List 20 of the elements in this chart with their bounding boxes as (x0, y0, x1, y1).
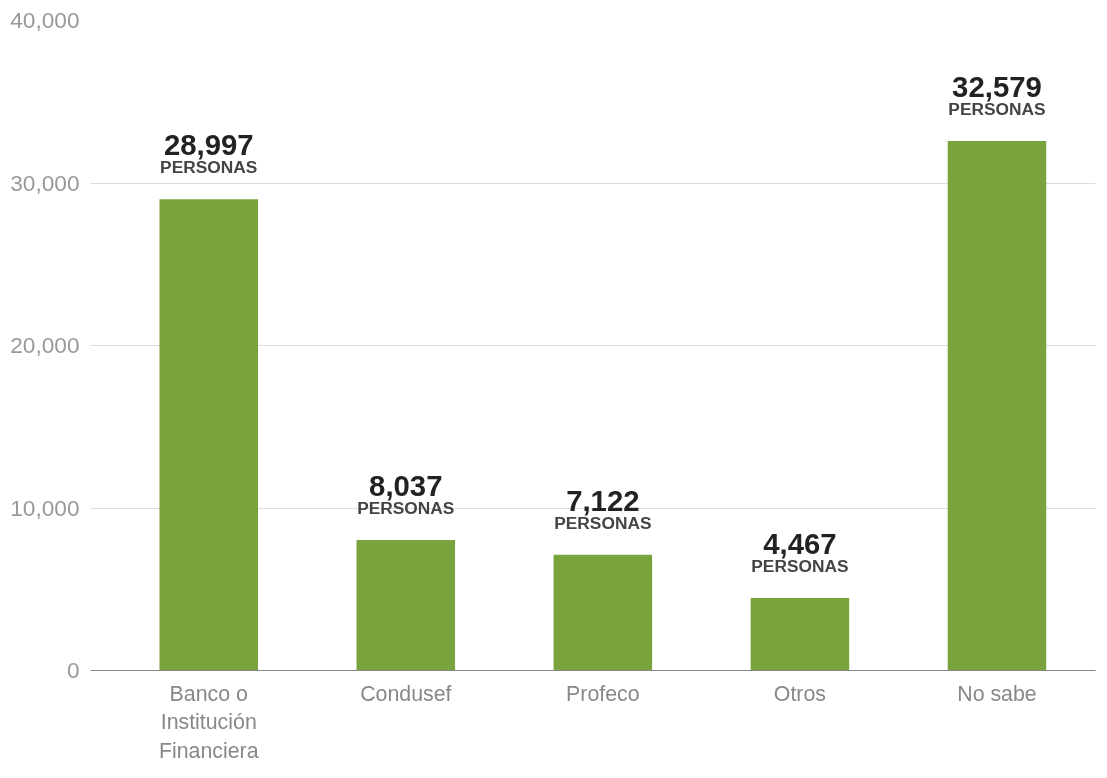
y-tick-label: 10,000 (10, 494, 80, 521)
bar (750, 597, 850, 671)
y-tick-label: 0 (66, 657, 80, 683)
bar (159, 199, 258, 671)
bar (947, 141, 1047, 671)
bar (553, 554, 653, 671)
bar (356, 539, 456, 671)
x-tick-label: Otros (773, 681, 826, 706)
data-label: 7,122 PERSONAS (554, 483, 652, 533)
y-tick-label: 20,000 (10, 332, 80, 358)
x-tick-label: Condusef (360, 681, 452, 706)
data-label: 28,997 PERSONAS (160, 128, 258, 178)
x-tick-label: Banco o Institución Financiera (158, 681, 259, 764)
data-label: 8,037 PERSONAS (357, 468, 455, 518)
y-tick-label: 30,000 (10, 169, 80, 196)
y-tick-label: 40,000 (10, 7, 80, 33)
x-tick-label: Profeco (566, 681, 640, 706)
data-label: 32,579 PERSONAS (948, 70, 1046, 120)
x-tick-label: No sabe (957, 681, 1037, 706)
data-label: 4,467 PERSONAS (751, 526, 849, 576)
